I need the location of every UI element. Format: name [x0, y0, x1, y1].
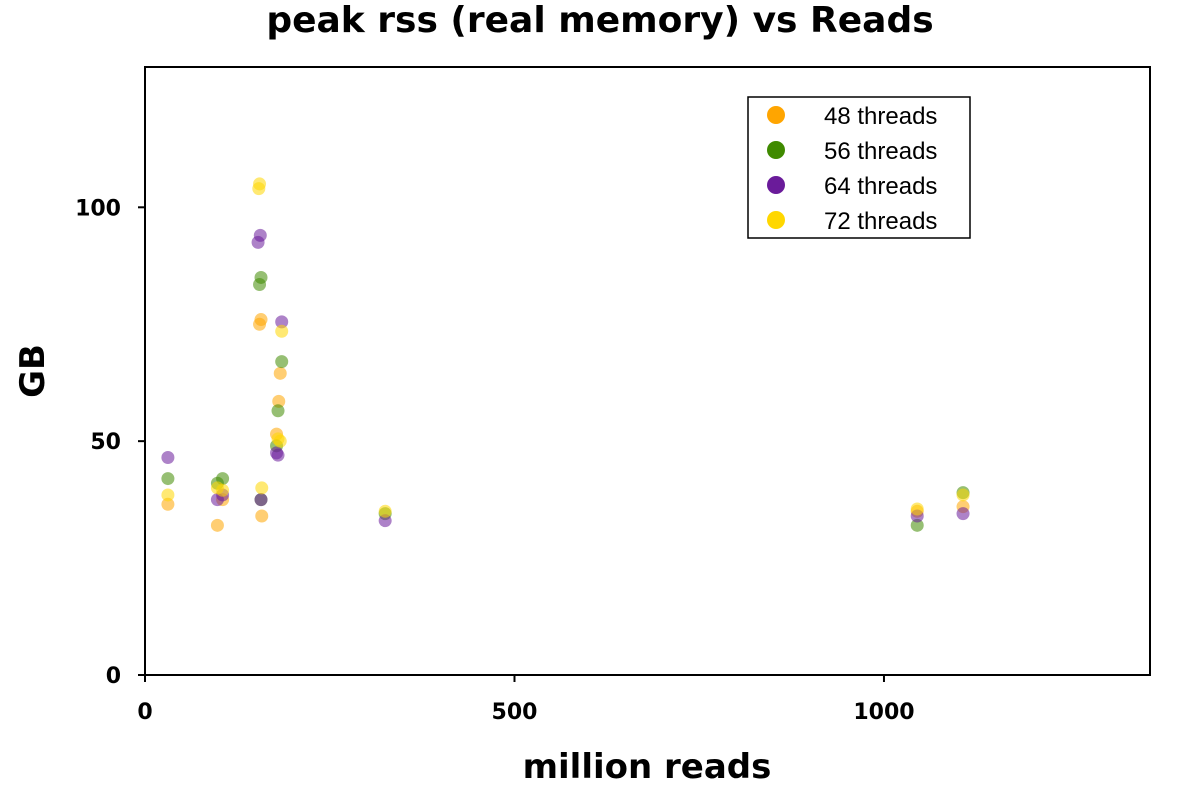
data-point	[254, 313, 268, 327]
data-point	[272, 394, 286, 408]
legend-marker-56-threads	[767, 141, 785, 159]
y-tick-label: 0	[106, 664, 121, 689]
data-point	[273, 434, 287, 448]
data-point	[275, 324, 289, 338]
data-point	[910, 518, 924, 532]
legend-box	[747, 96, 971, 239]
data-point	[271, 404, 285, 418]
legend-label-56-threads: 56 threads	[824, 138, 937, 165]
y-axis-label: GB	[13, 344, 53, 398]
data-points	[161, 177, 970, 532]
x-tick-label: 500	[492, 700, 538, 725]
legend-marker-72-threads	[767, 211, 785, 229]
legend-label-64-threads: 64 threads	[824, 173, 937, 200]
data-point	[161, 451, 175, 465]
data-point	[273, 366, 287, 380]
data-point	[275, 315, 289, 329]
data-point	[255, 481, 269, 495]
legend: 48 threads 56 threads 64 threads 72 thre…	[747, 96, 971, 239]
data-point	[216, 483, 230, 497]
legend-label-72-threads: 72 threads	[824, 208, 937, 235]
data-point	[910, 502, 924, 516]
data-point	[161, 488, 175, 502]
y-tick-label: 50	[90, 430, 121, 455]
data-point	[161, 472, 175, 486]
data-point	[255, 509, 269, 523]
chart-title: peak rss (real memory) vs Reads	[266, 0, 933, 41]
axis-ticks: 0 500 1000 0 50 100	[75, 196, 915, 725]
data-point	[161, 497, 175, 511]
data-point	[378, 514, 392, 528]
legend-marker-64-threads	[767, 176, 785, 194]
data-point	[254, 270, 268, 284]
x-tick-label: 1000	[853, 700, 914, 725]
x-axis-label: million reads	[523, 747, 772, 787]
data-point	[378, 504, 392, 518]
plot-area	[144, 66, 1151, 676]
series-72-threads	[161, 177, 970, 518]
legend-label-48-threads: 48 threads	[824, 103, 937, 130]
data-point	[254, 493, 268, 507]
data-point	[253, 177, 267, 191]
data-point	[956, 507, 970, 521]
data-point	[956, 488, 970, 502]
y-tick-label: 100	[75, 196, 121, 221]
data-point	[253, 228, 267, 242]
x-tick-label: 0	[137, 700, 152, 725]
legend-marker-48-threads	[767, 106, 785, 124]
data-point	[275, 355, 289, 369]
data-point	[210, 518, 224, 532]
data-point	[271, 448, 285, 462]
